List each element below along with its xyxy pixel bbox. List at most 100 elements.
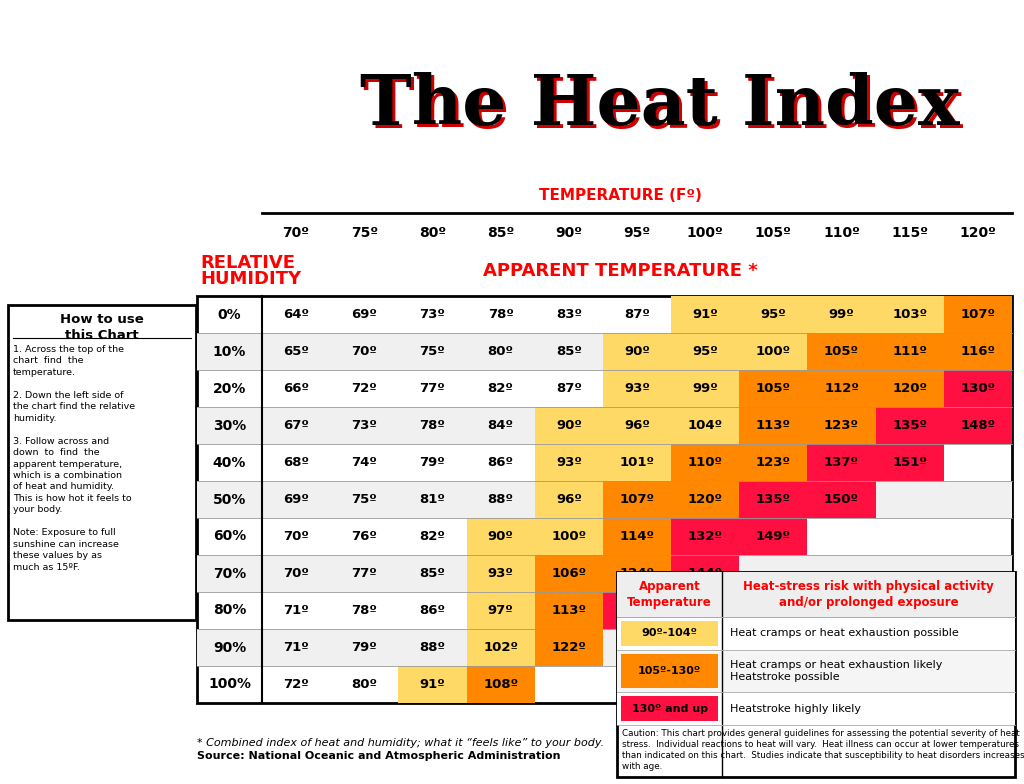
Text: 95º: 95º (692, 345, 718, 358)
Text: 120º: 120º (892, 382, 927, 395)
Text: 122º: 122º (551, 641, 587, 654)
Text: 104º: 104º (688, 419, 723, 432)
Bar (603, 370, 671, 407)
Text: 10%: 10% (213, 344, 246, 358)
Text: 93º: 93º (487, 567, 514, 580)
Text: 90º: 90º (487, 530, 514, 543)
Bar (197, 333, 1012, 370)
Bar (808, 333, 876, 370)
Text: 97º: 97º (487, 604, 513, 617)
Text: 80%: 80% (213, 604, 246, 618)
Text: TEMPERATURE (Fº): TEMPERATURE (Fº) (539, 187, 701, 202)
Text: 75º: 75º (351, 493, 377, 506)
Text: 100%: 100% (208, 677, 251, 691)
Text: 110º: 110º (823, 226, 860, 240)
Text: 123º: 123º (756, 456, 791, 469)
Text: 78º: 78º (351, 604, 377, 617)
Text: 71º: 71º (284, 604, 309, 617)
Text: 77º: 77º (420, 382, 445, 395)
Text: 69º: 69º (351, 308, 377, 321)
Text: 150º: 150º (824, 493, 859, 506)
Text: 123º: 123º (824, 419, 859, 432)
Text: 95º: 95º (761, 308, 786, 321)
Text: 110º: 110º (688, 456, 723, 469)
Text: 124º: 124º (620, 567, 654, 580)
Text: 96º: 96º (556, 493, 582, 506)
Bar (603, 481, 671, 518)
Bar (808, 407, 876, 444)
Bar (739, 370, 808, 407)
Text: 148º: 148º (961, 419, 995, 432)
Bar (535, 481, 603, 518)
Text: HUMIDITY: HUMIDITY (200, 270, 301, 288)
Text: 65º: 65º (284, 345, 309, 358)
Text: 78º: 78º (487, 308, 514, 321)
Text: 20%: 20% (213, 382, 246, 395)
Text: 88º: 88º (487, 493, 514, 506)
Text: 113º: 113º (551, 604, 587, 617)
Text: How to use
this Chart: How to use this Chart (60, 313, 144, 342)
Bar (617, 650, 1015, 692)
Text: 90%: 90% (213, 641, 246, 655)
Text: 149º: 149º (756, 530, 791, 543)
Bar (876, 444, 944, 481)
Text: * Combined index of heat and humidity; what it “feels like” to your body.: * Combined index of heat and humidity; w… (197, 738, 604, 748)
Bar (944, 333, 1012, 370)
Text: 93º: 93º (624, 382, 650, 395)
Text: 107º: 107º (620, 493, 654, 506)
Bar (876, 370, 944, 407)
Text: 135º: 135º (892, 419, 927, 432)
Text: 135º: 135º (756, 493, 791, 506)
Text: 120º: 120º (688, 493, 723, 506)
Bar (739, 444, 808, 481)
Text: 80º: 80º (487, 345, 514, 358)
Text: 0%: 0% (218, 307, 242, 321)
Text: 136º: 136º (620, 604, 654, 617)
Bar (944, 407, 1012, 444)
Bar (671, 370, 739, 407)
Text: 83º: 83º (556, 308, 582, 321)
Text: 111º: 111º (892, 345, 927, 358)
Text: 71º: 71º (284, 641, 309, 654)
Bar (621, 621, 718, 646)
Text: 91º: 91º (692, 308, 718, 321)
Bar (671, 444, 739, 481)
Bar (535, 592, 603, 629)
Bar (808, 444, 876, 481)
Text: 75º: 75º (350, 226, 378, 240)
Bar (467, 555, 535, 592)
Text: 78º: 78º (420, 419, 445, 432)
Text: 93º: 93º (556, 456, 582, 469)
Bar (467, 666, 535, 703)
Bar (467, 629, 535, 666)
Text: 82º: 82º (420, 530, 445, 543)
Text: 85º: 85º (420, 567, 445, 580)
Bar (876, 407, 944, 444)
Bar (671, 518, 739, 555)
Bar (467, 518, 535, 555)
Bar (197, 481, 1012, 518)
Bar (467, 592, 535, 629)
Text: 132º: 132º (688, 530, 723, 543)
Text: 76º: 76º (351, 530, 377, 543)
Text: 86º: 86º (420, 604, 445, 617)
Bar (8, 305, 196, 620)
Bar (739, 481, 808, 518)
Text: Apparent
Temperature: Apparent Temperature (627, 580, 712, 609)
Text: 68º: 68º (283, 456, 309, 469)
Text: APPARENT TEMPERATURE *: APPARENT TEMPERATURE * (482, 262, 758, 280)
Bar (876, 333, 944, 370)
Text: 130º and up: 130º and up (632, 703, 708, 713)
Bar (535, 444, 603, 481)
Text: 73º: 73º (351, 419, 377, 432)
Text: 81º: 81º (420, 493, 445, 506)
Text: Heat-stress risk with physical activity
and/or prolonged exposure: Heat-stress risk with physical activity … (743, 580, 994, 609)
Text: 77º: 77º (351, 567, 377, 580)
Text: 72º: 72º (284, 678, 309, 691)
Text: 79º: 79º (351, 641, 377, 654)
Text: 60%: 60% (213, 529, 246, 543)
Text: 82º: 82º (487, 382, 514, 395)
Text: The Heat Index: The Heat Index (360, 71, 959, 139)
Text: 86º: 86º (487, 456, 514, 469)
Text: 90º: 90º (555, 226, 583, 240)
